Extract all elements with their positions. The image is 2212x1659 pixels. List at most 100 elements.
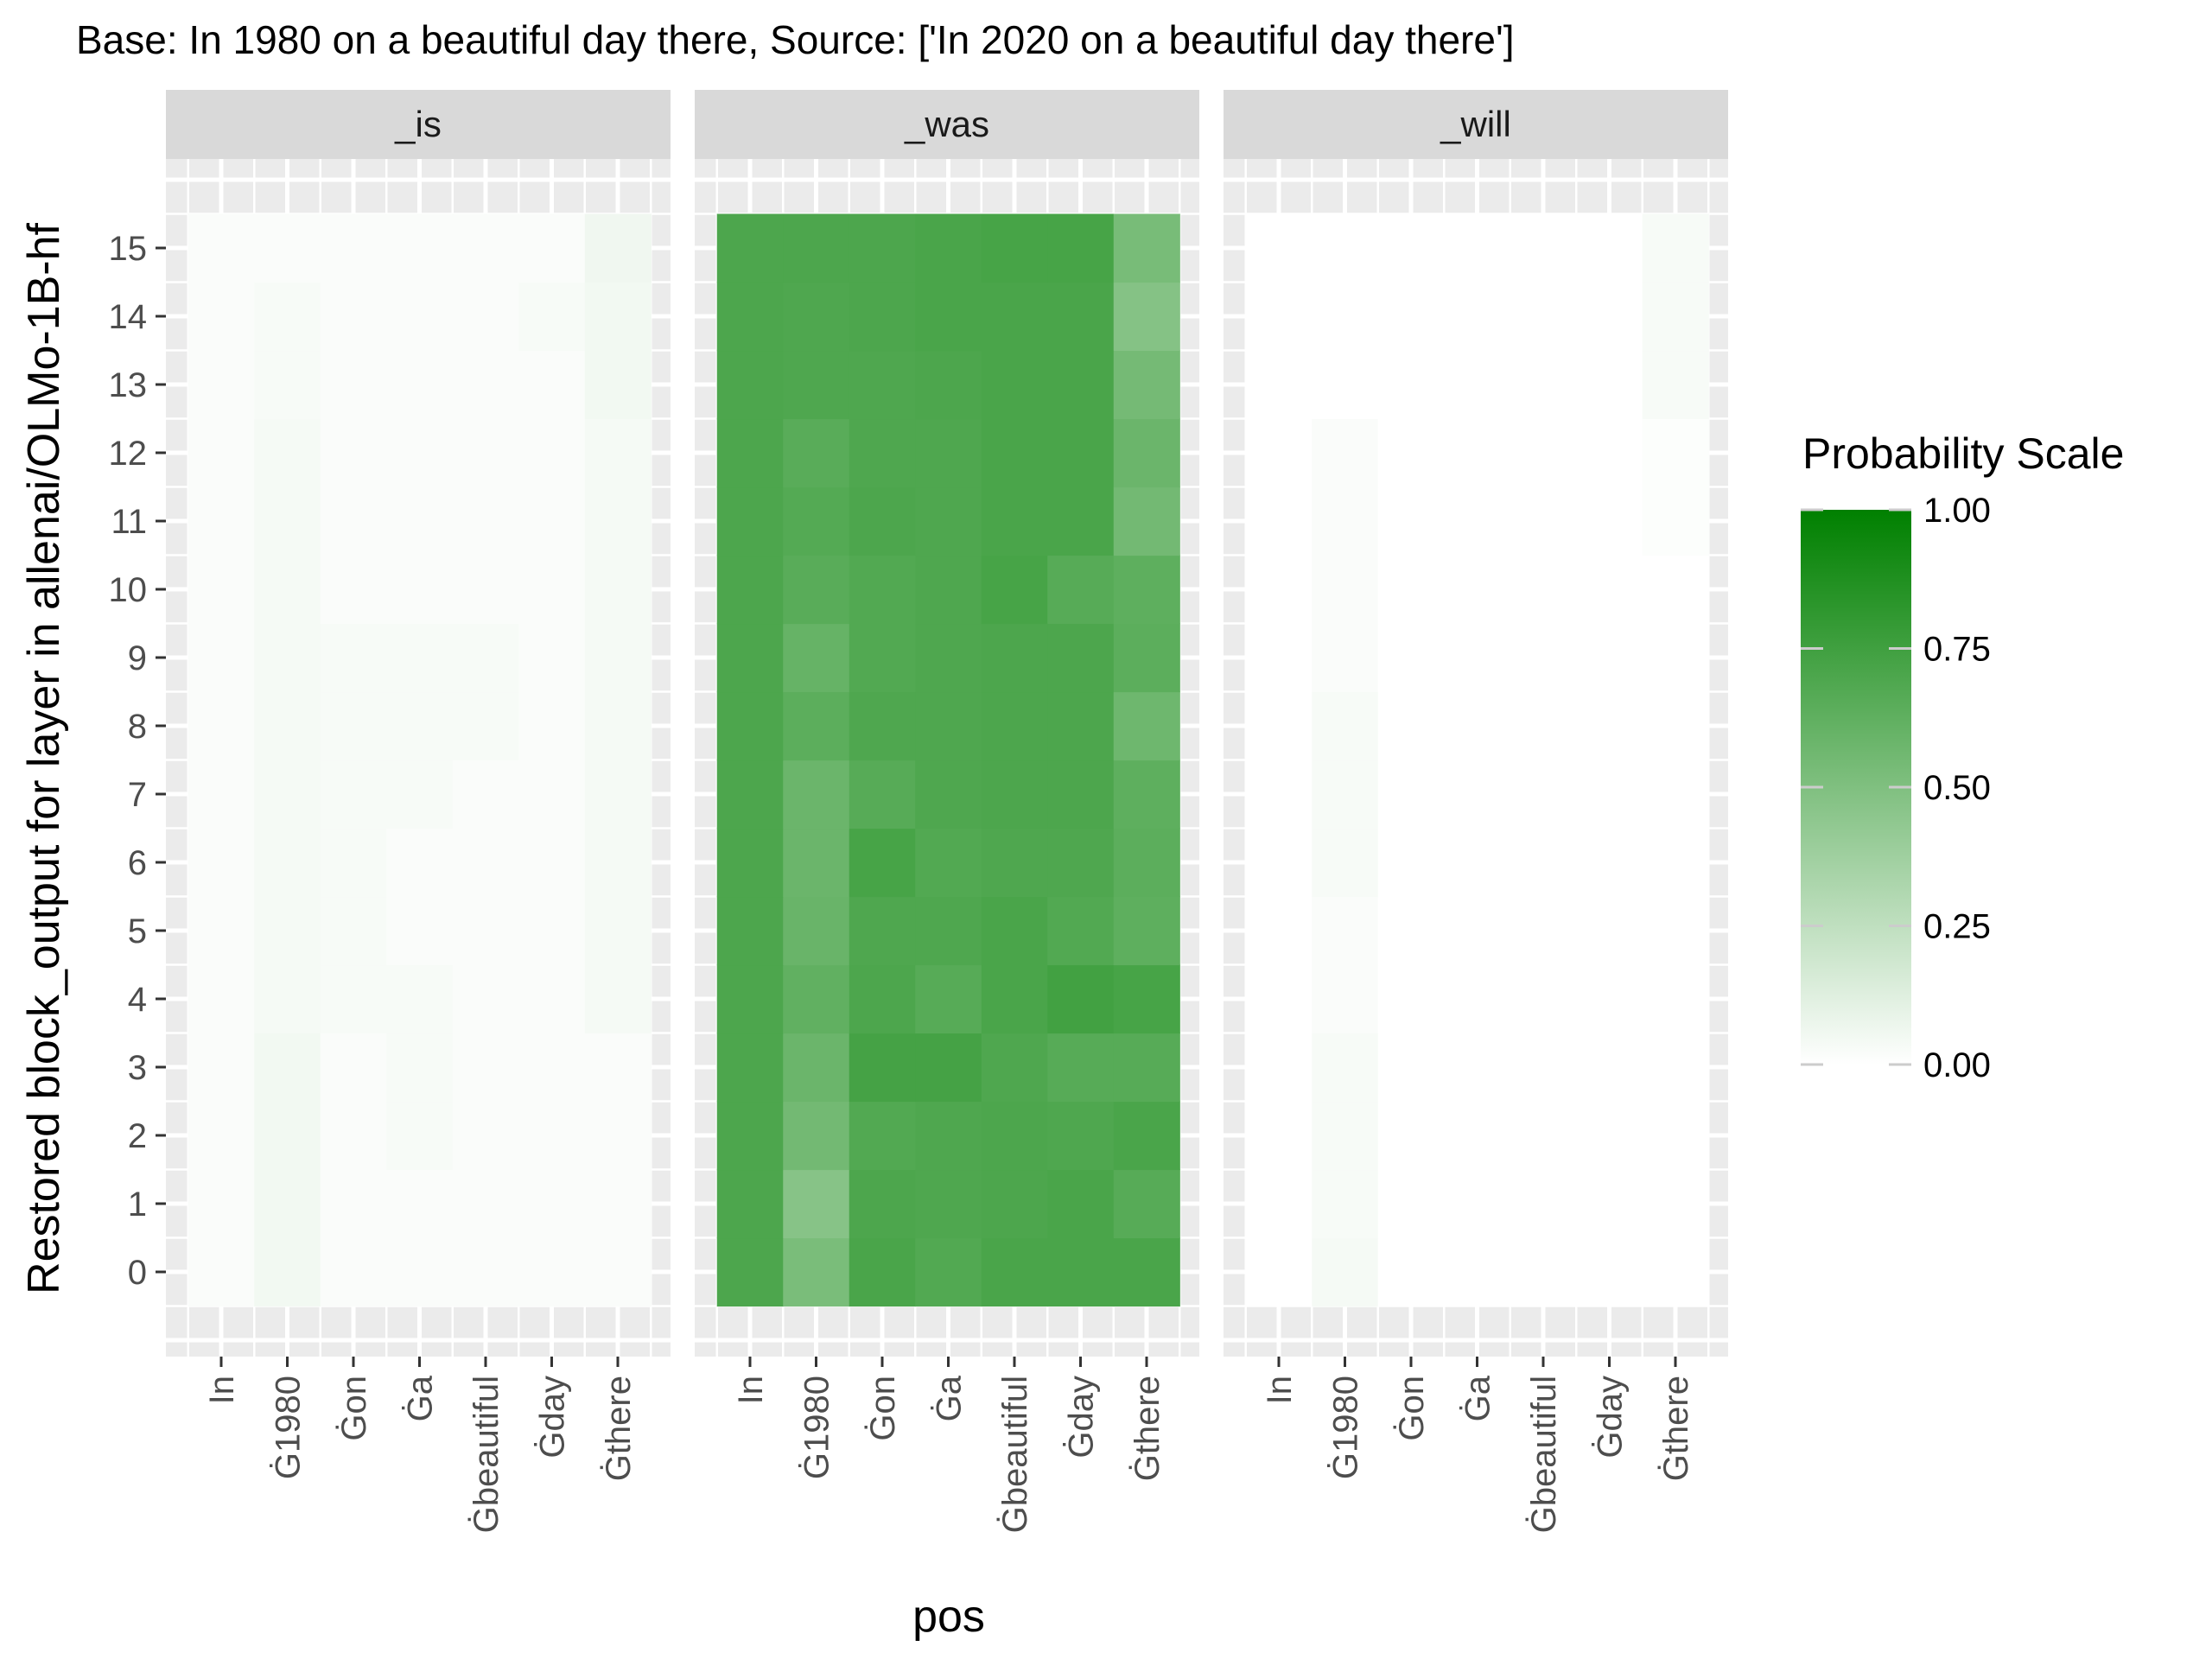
panel-strip-label: _will — [1440, 104, 1511, 144]
heatmap-cell — [1444, 828, 1511, 898]
heatmap-cell — [1642, 760, 1709, 830]
heatmap-cell — [1510, 964, 1577, 1034]
heatmap-cell — [1642, 418, 1709, 488]
x-tick-label: Ġon — [863, 1376, 902, 1441]
heatmap-cell — [1642, 486, 1709, 556]
legend-tick-label: 0.75 — [1923, 631, 1991, 669]
heatmap-cell — [518, 213, 586, 283]
heatmap-cell — [386, 555, 454, 625]
heatmap-cell — [1113, 1169, 1180, 1239]
heatmap-cell — [915, 486, 982, 556]
legend-title: Probability Scale — [1802, 429, 2124, 478]
heatmap-cell — [1047, 828, 1115, 898]
heatmap-cell — [188, 896, 255, 966]
heatmap-cell — [452, 691, 519, 761]
heatmap-cell — [981, 964, 1048, 1034]
x-tick-label: Ġthere — [599, 1376, 638, 1481]
heatmap-cell — [849, 282, 916, 352]
x-tick-label: Ġday — [1062, 1376, 1101, 1459]
heatmap-cell — [1642, 896, 1709, 966]
heatmap-cell — [584, 350, 652, 420]
heatmap-cell — [783, 350, 850, 420]
heatmap-cell — [1312, 1101, 1379, 1171]
heatmap-cell — [1113, 623, 1180, 693]
heatmap-cell — [1377, 1033, 1445, 1103]
heatmap-cell — [1510, 350, 1577, 420]
heatmap-cell — [915, 828, 982, 898]
y-tick-label: 6 — [128, 844, 147, 882]
heatmap-cell — [1047, 350, 1115, 420]
heatmap-cell — [1113, 1101, 1180, 1171]
heatmap-cell — [1245, 282, 1313, 352]
heatmap-cell — [584, 691, 652, 761]
heatmap-cell — [386, 828, 454, 898]
heatmap-cell — [783, 1237, 850, 1307]
heatmap-cell — [1245, 1237, 1313, 1307]
heatmap-cell — [716, 213, 784, 283]
heatmap-cell — [188, 623, 255, 693]
heatmap-cell — [1377, 691, 1445, 761]
heatmap-cell — [716, 1033, 784, 1103]
heatmap-cell — [1377, 555, 1445, 625]
heatmap-cell — [518, 282, 586, 352]
heatmap-cell — [452, 1033, 519, 1103]
heatmap-cell — [1312, 350, 1379, 420]
heatmap-cell — [188, 1033, 255, 1103]
heatmap-cell — [849, 896, 916, 966]
heatmap-cell — [1113, 282, 1180, 352]
heatmap-cell — [1047, 623, 1115, 693]
heatmap-cell — [1576, 964, 1643, 1034]
heatmap-cell — [584, 964, 652, 1034]
heatmap-cell — [915, 1237, 982, 1307]
y-tick-label: 12 — [109, 435, 148, 473]
heatmap-cell — [716, 896, 784, 966]
heatmap-cell — [1576, 555, 1643, 625]
heatmap-cell — [188, 1169, 255, 1239]
heatmap-cell — [783, 623, 850, 693]
heatmap-cell — [849, 1169, 916, 1239]
heatmap-cell — [386, 213, 454, 283]
heatmap-cell — [1576, 1101, 1643, 1171]
heatmap-cell — [320, 350, 387, 420]
heatmap-cell — [452, 1169, 519, 1239]
heatmap-cell — [915, 213, 982, 283]
heatmap-cell — [320, 1169, 387, 1239]
heatmap-cell — [1444, 691, 1511, 761]
legend: Probability Scale 0.00 0.25 0.50 0.75 1.00 — [1801, 429, 2124, 1084]
y-tick-label: 2 — [128, 1117, 147, 1155]
heatmap-cell — [716, 418, 784, 488]
heatmap-cell — [386, 896, 454, 966]
heatmap-cell — [1377, 1169, 1445, 1239]
heatmap-cell — [783, 213, 850, 283]
heatmap-cell — [1377, 623, 1445, 693]
heatmap-cell — [981, 213, 1048, 283]
heatmap-cell — [254, 760, 321, 830]
heatmap-cell — [1047, 964, 1115, 1034]
heatmap-tiles — [188, 213, 652, 1307]
x-tick-label: Ġbeautiful — [995, 1376, 1034, 1533]
heatmap-cell — [1245, 555, 1313, 625]
heatmap-cell — [981, 555, 1048, 625]
heatmap-cell — [1047, 282, 1115, 352]
heatmap-cell — [716, 1101, 784, 1171]
heatmap-cell — [1047, 486, 1115, 556]
heatmap-cell — [915, 623, 982, 693]
y-tick-label: 5 — [128, 912, 147, 950]
heatmap-cell — [716, 1169, 784, 1239]
y-tick-label: 13 — [109, 366, 148, 404]
heatmap-cell — [1312, 691, 1379, 761]
heatmap-cell — [518, 555, 586, 625]
heatmap-cell — [1444, 555, 1511, 625]
heatmap-cell — [1510, 282, 1577, 352]
heatmap-cell — [1576, 896, 1643, 966]
heatmap-cell — [1377, 896, 1445, 966]
panel-will: _will In Ġ1980 Ġon Ġa Ġbeautiful Ġday Ġthere — [1224, 90, 1728, 1533]
heatmap-cell — [452, 828, 519, 898]
heatmap-cell — [320, 486, 387, 556]
heatmap-cell — [1642, 623, 1709, 693]
heatmap-cell — [254, 691, 321, 761]
y-tick-label: 8 — [128, 708, 147, 746]
heatmap-cell — [1510, 555, 1577, 625]
heatmap-cell — [915, 555, 982, 625]
heatmap-cell — [452, 486, 519, 556]
